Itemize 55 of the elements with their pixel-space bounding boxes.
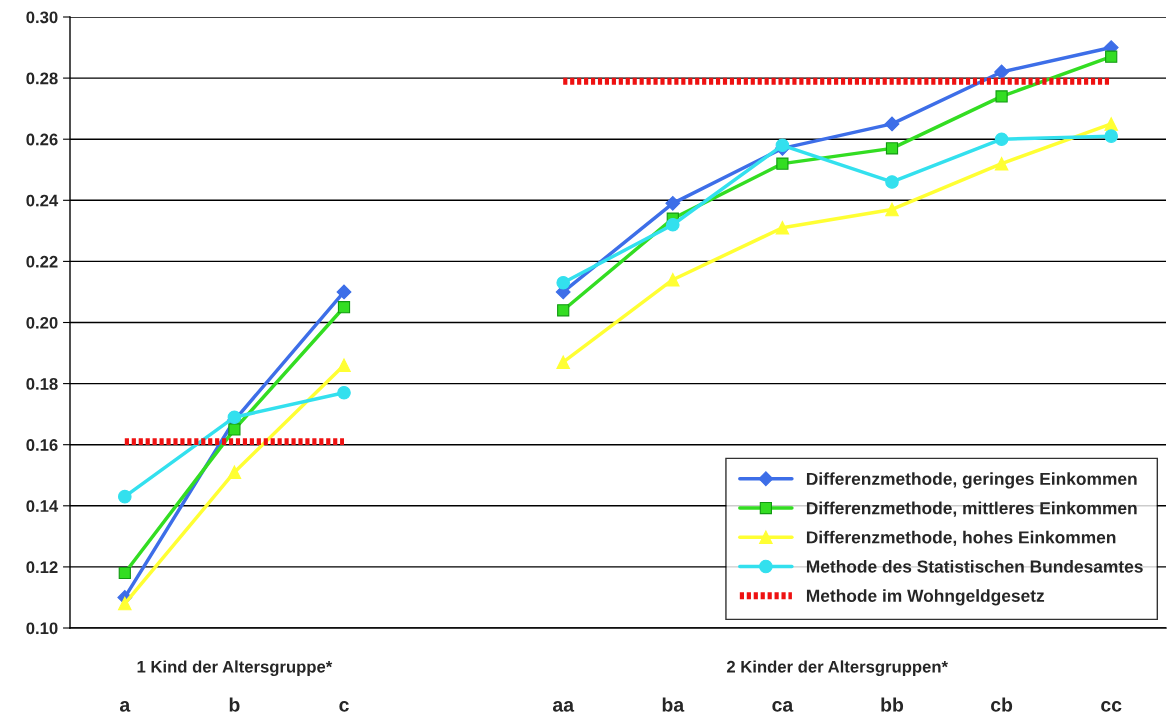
point	[117, 596, 132, 611]
point	[337, 358, 351, 373]
point	[336, 284, 352, 300]
legend-label: Methode im Wohngeldgesetz	[806, 589, 1045, 606]
x-tick-label: bb	[881, 697, 904, 712]
x-tick-label: ca	[772, 701, 794, 712]
point	[885, 142, 899, 155]
x-tick-label: c	[339, 701, 349, 712]
legend-label: Differenzmethode, geringes Einkommen	[806, 472, 1137, 489]
point	[994, 132, 1009, 147]
y-tick-label: 0.28	[26, 72, 58, 85]
point	[665, 272, 680, 287]
x-tick-label: cc	[1101, 701, 1122, 712]
y-tick-label: 0.10	[26, 622, 58, 635]
point	[557, 304, 570, 317]
point	[995, 90, 1008, 103]
point	[884, 116, 900, 132]
point	[227, 465, 242, 479]
point	[1104, 129, 1119, 143]
y-tick-label: 0.16	[26, 439, 58, 451]
point	[1104, 117, 1119, 131]
x-tick-label: b	[229, 697, 240, 712]
y-tick-label: 0.12	[26, 561, 58, 574]
text: 2 Kinder der Altersgruppen*	[726, 660, 949, 676]
legend-label: Differenzmethode, hohes Einkommen	[806, 530, 1116, 547]
point	[118, 566, 131, 580]
legend-label: Methode des Statistischen Bundesamtes	[806, 559, 1143, 573]
point	[117, 489, 132, 504]
point	[1105, 50, 1118, 63]
x-tick-label: cb	[991, 697, 1013, 712]
point	[885, 175, 899, 189]
point	[776, 157, 789, 170]
point	[994, 156, 1009, 171]
point	[775, 220, 790, 235]
point	[228, 423, 241, 436]
y-tick-label: 0.14	[26, 500, 59, 512]
point	[665, 217, 680, 232]
point	[665, 195, 681, 211]
point	[556, 355, 571, 370]
x-tick-label: aa	[552, 701, 575, 712]
point	[994, 64, 1010, 80]
text: 1 Kind der Altersgruppe*	[137, 660, 333, 676]
point	[337, 301, 351, 314]
x-tick-label: ba	[662, 697, 685, 712]
y-tick-label: 0.18	[26, 378, 58, 390]
point	[337, 385, 351, 400]
y-tick-label: 0.30	[26, 11, 58, 24]
y-tick-label: 0.20	[26, 316, 58, 329]
point	[885, 202, 899, 217]
point	[556, 275, 571, 290]
legend-label: Differenzmethode, mittleres Einkommen	[806, 501, 1137, 517]
y-tick-label: 0.22	[26, 255, 58, 268]
x-tick-label: a	[119, 701, 131, 712]
y-tick-label: 0.24	[26, 194, 59, 207]
y-tick-label: 0.26	[26, 133, 58, 146]
